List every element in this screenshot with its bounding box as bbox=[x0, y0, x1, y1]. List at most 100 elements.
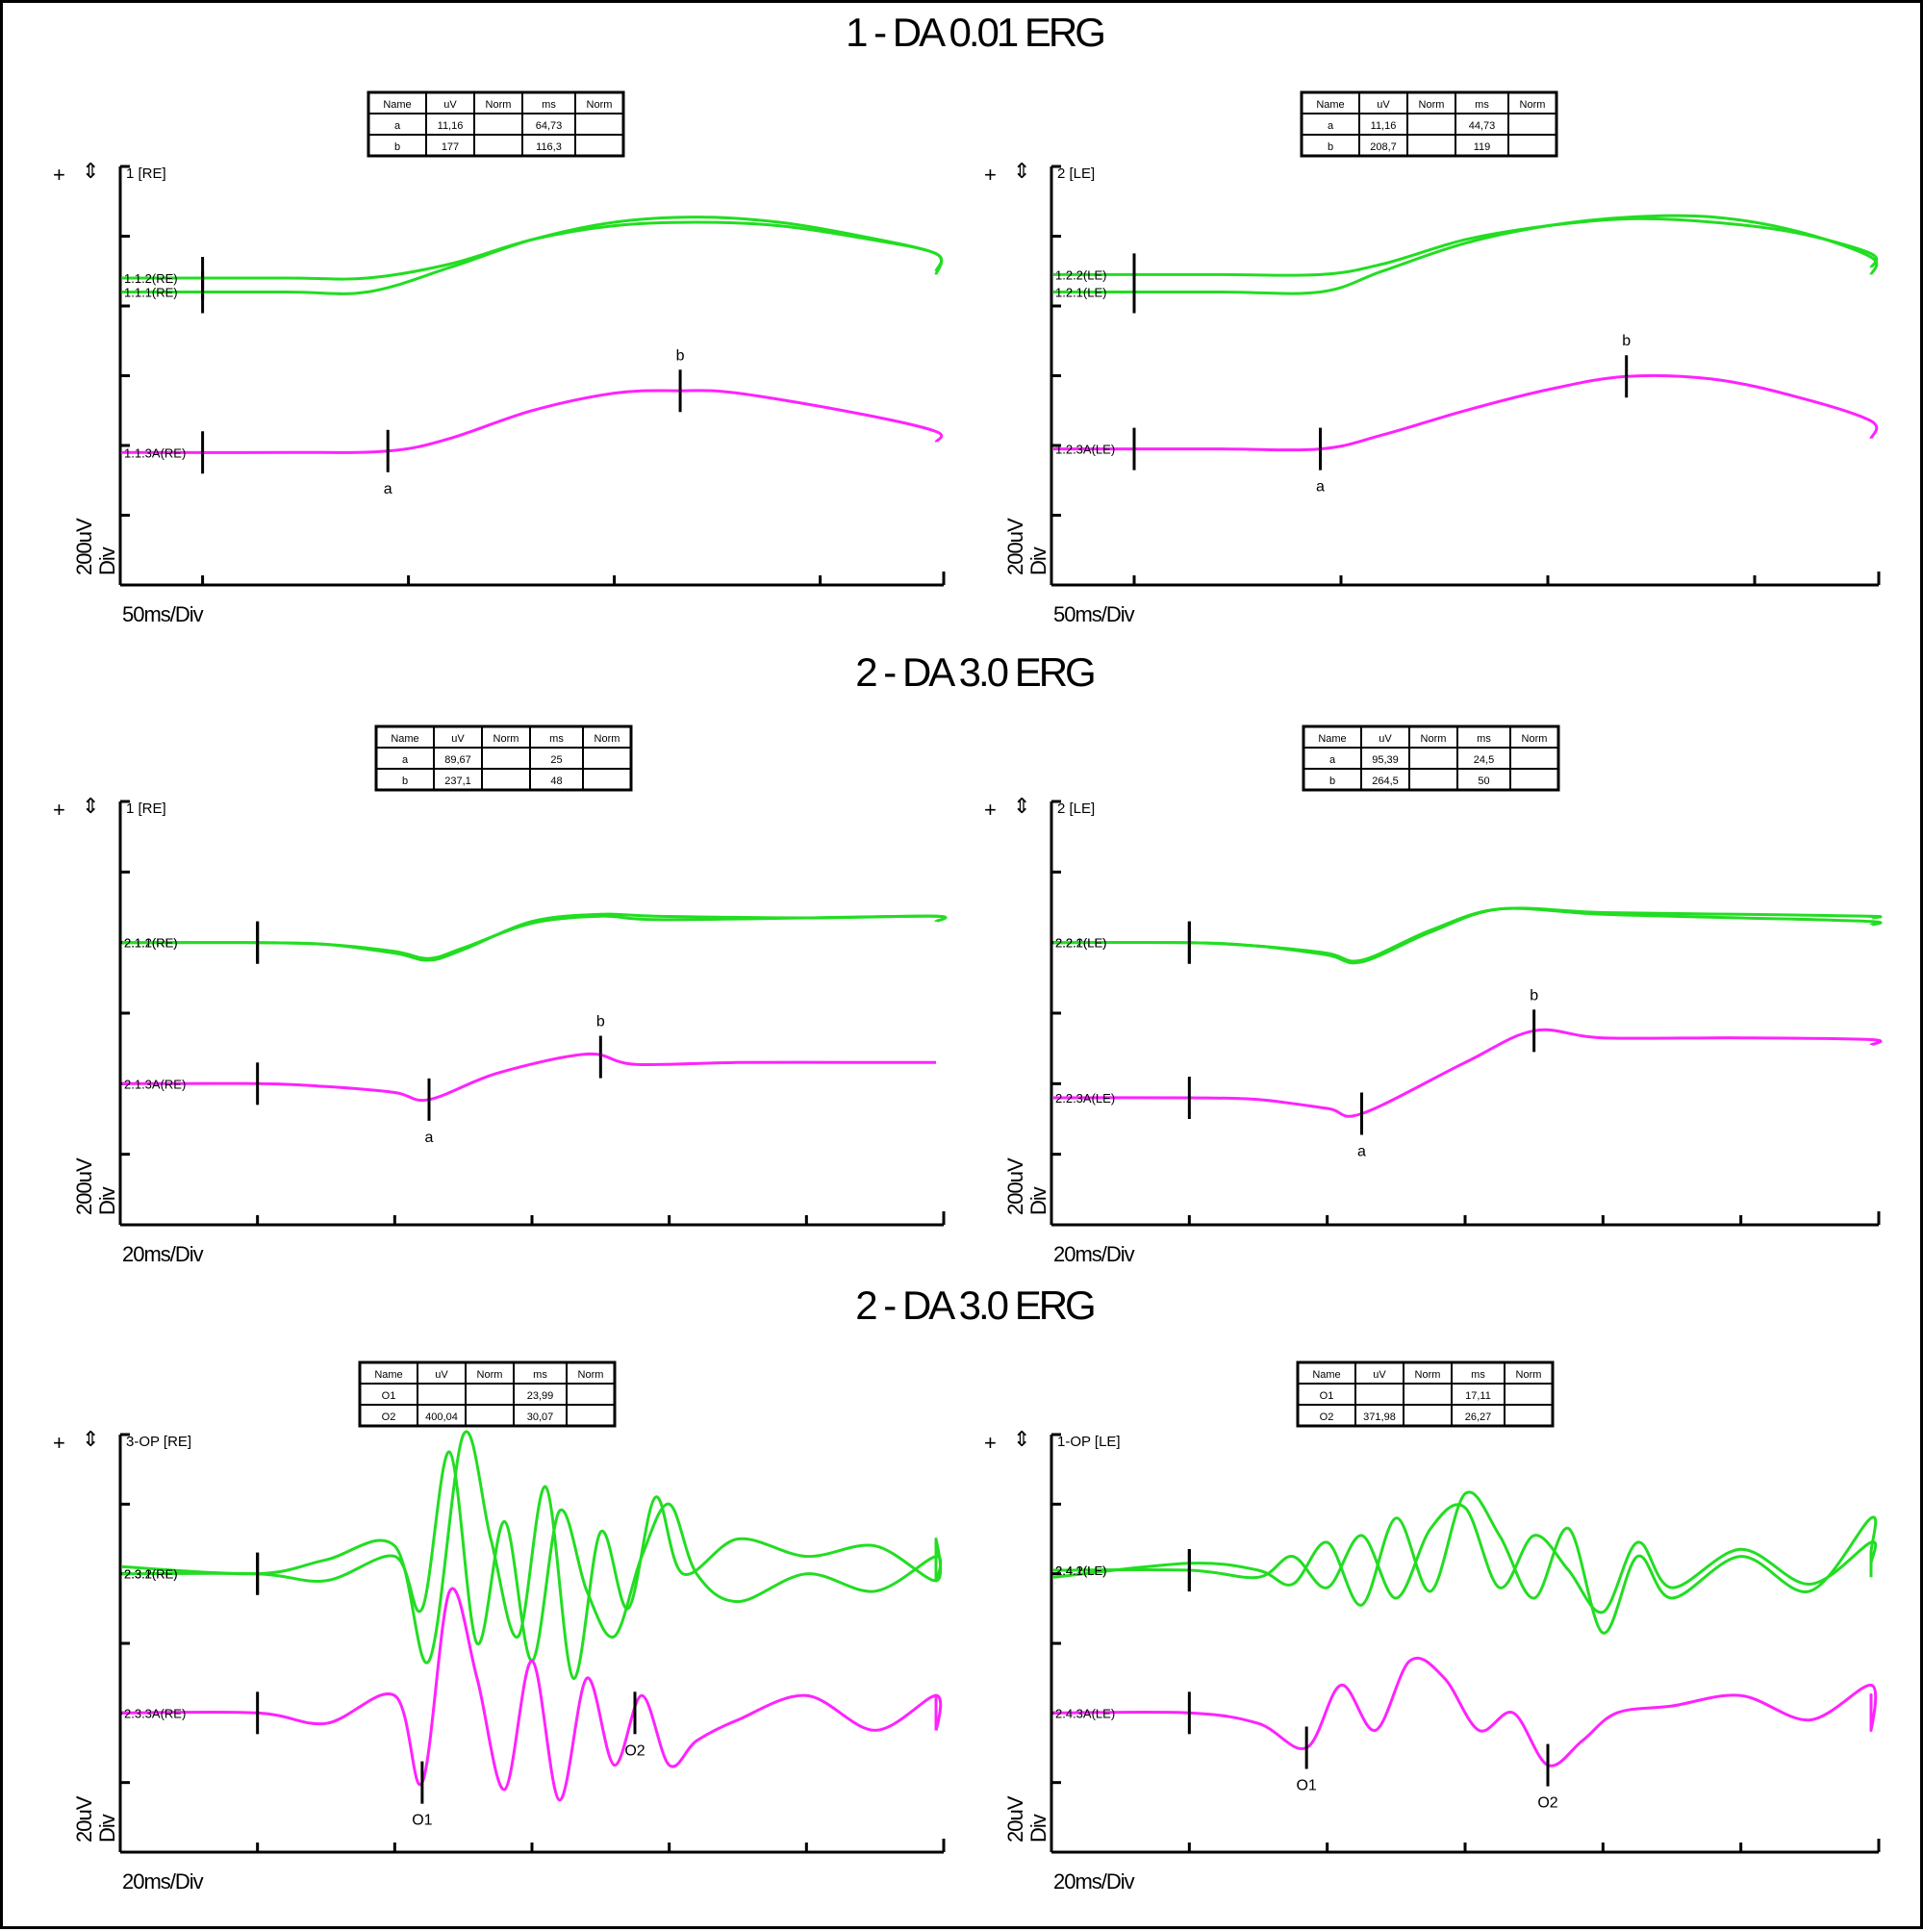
table-header-cell: Norm bbox=[587, 99, 613, 111]
table-cell: 25 bbox=[550, 754, 562, 766]
table-cell: 89,67 bbox=[444, 754, 471, 766]
measurement-table: Name O1 O2 uV 371,98 Norm ms 17,11 26,27 Norm bbox=[1296, 1360, 1555, 1428]
plus-icon: + bbox=[53, 163, 64, 187]
plus-icon: + bbox=[53, 1431, 64, 1455]
trace-label: 2.4.1(LE) bbox=[1055, 1563, 1106, 1578]
table-header-cell: ms bbox=[549, 733, 564, 745]
overlay-trace bbox=[1052, 1490, 1878, 1635]
trace-label: 1.2.1(LE) bbox=[1055, 286, 1106, 300]
table-cell: a bbox=[394, 120, 401, 132]
trace-label: 1.2.3A(LE) bbox=[1055, 443, 1115, 457]
table-cell: 64,73 bbox=[536, 120, 563, 132]
peak-label: O2 bbox=[624, 1742, 645, 1759]
table-header-cell: uV bbox=[1377, 99, 1390, 111]
peak-label: b bbox=[1622, 333, 1631, 349]
table-header-cell: uV bbox=[1379, 733, 1392, 745]
amp-scale-unit: Div bbox=[1026, 1814, 1050, 1843]
table-cell: 95,39 bbox=[1372, 754, 1399, 766]
overlay-trace bbox=[121, 912, 948, 962]
trace-label: 1.2.2(LE) bbox=[1055, 267, 1106, 282]
peak-label: a bbox=[425, 1130, 434, 1146]
table-cell: O2 bbox=[382, 1411, 396, 1423]
overlay-trace bbox=[1053, 216, 1879, 277]
time-scale-label: 50ms/Div bbox=[1053, 602, 1135, 626]
table-cell: O1 bbox=[1320, 1390, 1334, 1402]
time-scale-label: 20ms/Div bbox=[1053, 1869, 1135, 1894]
peak-label: O1 bbox=[1296, 1778, 1316, 1794]
table-header-cell: uV bbox=[451, 733, 465, 745]
amp-scale-value: 200uV bbox=[72, 518, 96, 575]
trace-label: 2.2.3A(LE) bbox=[1055, 1091, 1115, 1106]
table-header-cell: Norm bbox=[1520, 99, 1546, 111]
peak-label: a bbox=[1357, 1144, 1366, 1160]
table-header-cell: Norm bbox=[1415, 1369, 1441, 1381]
plus-icon: + bbox=[53, 798, 64, 822]
table-header-cell: Norm bbox=[1419, 99, 1445, 111]
plus-icon: + bbox=[984, 1431, 996, 1455]
overlay-trace bbox=[121, 220, 944, 281]
table-header-cell: Name bbox=[383, 99, 411, 111]
erg-canvas: 1 - DA 0.01 ERG 2 - DA 3.0 ERG 2 - DA 3.0 … bbox=[53, 10, 1883, 1894]
table-header-cell: ms bbox=[542, 99, 556, 111]
table-cell: 17,11 bbox=[1465, 1390, 1491, 1402]
trace-label: 1.1.2(RE) bbox=[124, 271, 178, 286]
erg-panel-right: Name O1 O2 uV 371,98 Norm ms 17,11 26,27 Norm + ⇕ 1-… bbox=[984, 1360, 1881, 1894]
trace-label: 1.1.3A(RE) bbox=[124, 445, 186, 460]
average-trace bbox=[1052, 1656, 1878, 1767]
updown-arrows-icon: ⇕ bbox=[1013, 159, 1030, 183]
time-scale-label: 50ms/Div bbox=[122, 602, 204, 626]
channel-label: 2 [LE] bbox=[1057, 165, 1095, 182]
amp-scale-unit: Div bbox=[95, 1814, 119, 1843]
table-cell: 48 bbox=[550, 775, 562, 787]
measurement-table: Name ab uV 11,16 208,7 Norm ms 44,73 119 Norm bbox=[1300, 90, 1558, 158]
overlay-trace bbox=[1052, 906, 1883, 963]
trace-label: 1.1.1(RE) bbox=[124, 286, 178, 300]
amp-scale-value: 200uV bbox=[1003, 1157, 1027, 1215]
table-cell: O2 bbox=[1320, 1411, 1334, 1423]
table-cell: 264,5 bbox=[1372, 775, 1399, 787]
peak-label: b bbox=[1530, 987, 1538, 1004]
peak-label: b bbox=[596, 1014, 605, 1030]
updown-arrows-icon: ⇕ bbox=[82, 1427, 99, 1451]
table-header-cell: Norm bbox=[578, 1369, 604, 1381]
time-scale-label: 20ms/Div bbox=[122, 1242, 204, 1266]
table-cell: 400,04 bbox=[425, 1411, 458, 1423]
table-cell: O1 bbox=[382, 1390, 396, 1402]
trace-label: 2.3.1(RE) bbox=[124, 1567, 178, 1582]
updown-arrows-icon: ⇕ bbox=[1013, 1427, 1030, 1451]
table-cell: b bbox=[1329, 775, 1335, 787]
trace-label: 2.3.3A(RE) bbox=[124, 1706, 186, 1720]
table-cell: 116,3 bbox=[536, 141, 562, 153]
peak-label: O1 bbox=[412, 1813, 432, 1829]
table-cell: 237,1 bbox=[444, 775, 471, 787]
trace-label: 2.1.1(RE) bbox=[124, 936, 178, 951]
table-header-cell: Name bbox=[1316, 99, 1344, 111]
section-title: 2 - DA 3.0 ERG bbox=[855, 1283, 1094, 1328]
table-header-cell: ms bbox=[1477, 733, 1491, 745]
table-cell: 11,16 bbox=[1371, 120, 1397, 132]
table-cell: 44,73 bbox=[1469, 120, 1496, 132]
table-cell: a bbox=[1328, 120, 1334, 132]
peak-label: b bbox=[676, 347, 685, 364]
overlay-trace bbox=[122, 216, 944, 295]
peak-label: a bbox=[384, 481, 392, 497]
channel-label: 1 [RE] bbox=[126, 165, 166, 182]
table-cell: b bbox=[402, 775, 408, 787]
time-scale-label: 20ms/Div bbox=[1053, 1242, 1135, 1266]
measurement-table: Name ab uV 11,16 177 Norm ms 64,73 116,3 Norm bbox=[367, 90, 625, 158]
table-header-cell: Name bbox=[1312, 1369, 1340, 1381]
amp-scale-value: 200uV bbox=[1003, 518, 1027, 575]
table-header-cell: Norm bbox=[1421, 733, 1447, 745]
section-title: 1 - DA 0.01 ERG bbox=[846, 10, 1103, 55]
updown-arrows-icon: ⇕ bbox=[1013, 794, 1030, 818]
table-header-cell: uV bbox=[435, 1369, 448, 1381]
amp-scale-value: 200uV bbox=[72, 1157, 96, 1215]
table-cell: b bbox=[394, 141, 400, 153]
table-header-cell: Name bbox=[391, 733, 418, 745]
channel-label: 3-OP [RE] bbox=[126, 1434, 191, 1450]
amp-scale-unit: Div bbox=[1026, 547, 1050, 575]
